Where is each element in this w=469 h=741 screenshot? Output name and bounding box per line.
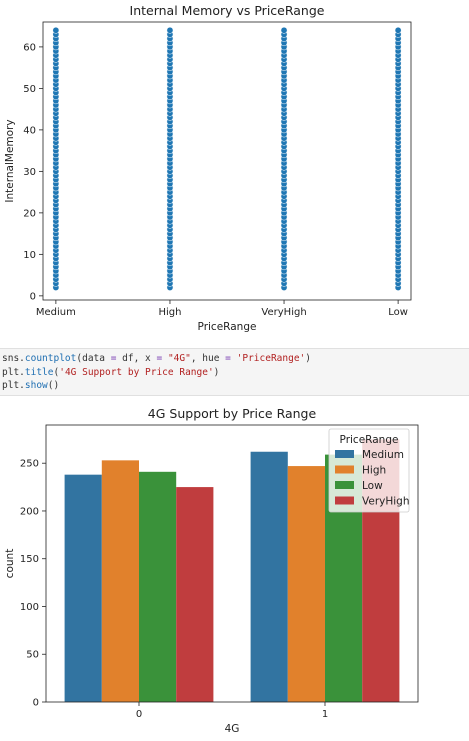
chart-title: 4G Support by Price Range <box>148 406 317 421</box>
plot-frame <box>42 21 412 301</box>
y-tick-label: 0 <box>30 291 36 302</box>
y-tick-label: 200 <box>20 506 39 517</box>
x-tick-label: 1 <box>322 709 328 720</box>
code-line-1: sns.countplot(data = df, x = "4G", hue =… <box>2 353 312 364</box>
legend-title: PriceRange <box>340 434 399 446</box>
bar <box>176 487 214 702</box>
plot-frame <box>45 424 419 703</box>
bar <box>64 474 102 702</box>
legend-swatch <box>335 496 354 505</box>
y-tick-label: 30 <box>23 167 36 178</box>
bar <box>139 471 177 702</box>
x-tick-label: VeryHigh <box>261 307 306 318</box>
y-tick-label: 0 <box>33 698 39 709</box>
scatter-point <box>394 26 402 34</box>
x-tick-label: Low <box>388 307 408 318</box>
legend-box <box>328 428 410 513</box>
chart-title: Internal Memory vs PriceRange <box>130 3 325 18</box>
x-axis-label: PriceRange <box>198 321 257 333</box>
y-tick-label: 50 <box>26 650 39 661</box>
scatter-chart: Internal Memory vs PriceRange 0 10 20 30 40 50… <box>0 0 469 340</box>
scatter-point <box>166 26 174 34</box>
code-line-3: plt.show() <box>2 380 60 391</box>
y-tick-label: 150 <box>20 554 39 565</box>
code-cell[interactable]: sns.countplot(data = df, x = "4G", hue =… <box>0 348 469 396</box>
scatter-chart-svg: Internal Memory vs PriceRange 0 10 20 30 40 50… <box>4 3 412 333</box>
y-tick-label: 100 <box>20 602 39 613</box>
y-tick-label: 60 <box>23 42 36 53</box>
y-tick-label: 20 <box>23 208 36 219</box>
bar <box>101 460 139 702</box>
y-tick-label: 250 <box>20 459 39 470</box>
y-axis-label: count <box>4 549 16 579</box>
legend-label: VeryHigh <box>362 496 410 508</box>
legend-label: High <box>362 465 386 477</box>
x-axis-label: 4G <box>225 723 240 735</box>
y-tick-label: 10 <box>23 250 36 261</box>
x-tick-label: High <box>158 307 181 318</box>
legend-label: Medium <box>362 449 404 461</box>
bar-chart-svg: 4G Support by Price Range 0 50 100 150 200 250… <box>4 406 419 735</box>
bar-chart: 4G Support by Price Range 0 50 100 150 200 250… <box>0 400 469 737</box>
y-tick-label: 50 <box>23 84 36 95</box>
code-line-2: plt.title('4G Support by Price Range') <box>2 366 220 378</box>
scatter-point <box>280 26 288 34</box>
y-tick-label: 40 <box>23 125 36 136</box>
bar <box>250 451 288 702</box>
bar <box>287 466 325 702</box>
x-tick-label: 0 <box>136 709 142 720</box>
legend-swatch <box>335 481 354 489</box>
y-axis-label: InternalMemory <box>4 119 16 202</box>
legend-label: Low <box>362 480 383 492</box>
legend-swatch <box>335 450 354 458</box>
legend-swatch <box>335 465 354 474</box>
x-tick-label: Medium <box>36 307 76 318</box>
scatter-point <box>52 26 60 34</box>
